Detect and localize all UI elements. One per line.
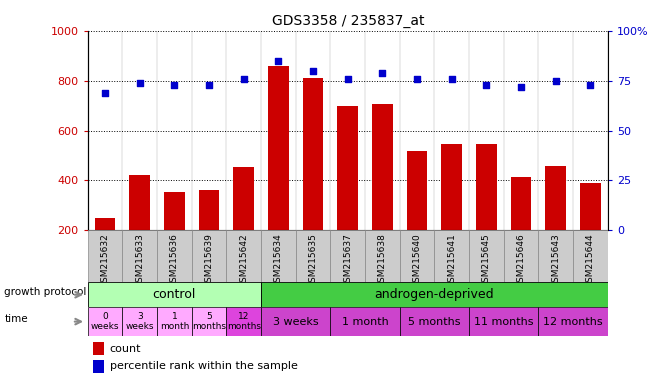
Text: time: time (5, 314, 28, 324)
Bar (434, 230, 469, 282)
Point (412, 76, 423, 82)
Bar (296, 230, 330, 282)
Bar (337, 106, 358, 280)
Text: 12
months: 12 months (227, 312, 261, 331)
Bar (545, 166, 566, 280)
Point (343, 76, 353, 82)
Point (204, 81, 214, 88)
Bar (330, 307, 400, 336)
Bar (538, 307, 608, 336)
Text: growth protocol: growth protocol (5, 287, 86, 297)
Text: GSM215640: GSM215640 (413, 233, 422, 288)
Bar (407, 151, 428, 280)
Text: 5
months: 5 months (192, 312, 226, 331)
Bar (122, 307, 157, 336)
Bar (469, 307, 538, 336)
Point (135, 79, 145, 86)
Text: GSM215637: GSM215637 (343, 233, 352, 288)
Text: GSM215645: GSM215645 (482, 233, 491, 288)
Bar (469, 230, 504, 282)
Text: count: count (110, 344, 141, 354)
Bar (580, 183, 601, 280)
Text: 11 months: 11 months (474, 316, 534, 327)
Bar (261, 230, 296, 282)
Bar (93, 359, 105, 372)
Text: 1 month: 1 month (342, 316, 389, 327)
Bar (192, 230, 226, 282)
Bar (303, 78, 324, 280)
Bar (504, 230, 538, 282)
Bar (122, 230, 157, 282)
Point (100, 89, 110, 96)
Point (308, 68, 318, 74)
Text: 12 months: 12 months (543, 316, 603, 327)
Text: GSM215634: GSM215634 (274, 233, 283, 288)
Bar (511, 177, 532, 280)
Bar (400, 230, 434, 282)
Text: GSM215642: GSM215642 (239, 233, 248, 288)
Bar (372, 104, 393, 280)
Bar (330, 230, 365, 282)
Text: GSM215633: GSM215633 (135, 233, 144, 288)
Bar (261, 307, 330, 336)
Bar (157, 230, 192, 282)
Bar (95, 218, 116, 280)
Text: GSM215644: GSM215644 (586, 233, 595, 288)
Bar (573, 230, 608, 282)
Point (447, 76, 457, 82)
Bar (129, 175, 150, 280)
Point (377, 70, 387, 76)
Title: GDS3358 / 235837_at: GDS3358 / 235837_at (272, 14, 424, 28)
Bar (88, 307, 122, 336)
Bar (199, 190, 220, 280)
Text: 1
month: 1 month (160, 312, 189, 331)
Point (481, 81, 491, 88)
Point (516, 84, 526, 90)
Bar (476, 144, 497, 280)
Text: percentile rank within the sample: percentile rank within the sample (110, 361, 298, 371)
Bar (268, 66, 289, 280)
Text: androgen-deprived: androgen-deprived (374, 288, 494, 301)
Bar (93, 342, 105, 356)
Text: GSM215636: GSM215636 (170, 233, 179, 288)
Text: 0
weeks: 0 weeks (91, 312, 120, 331)
Bar (157, 307, 192, 336)
Point (551, 78, 561, 84)
Point (169, 81, 179, 88)
Bar (233, 167, 254, 280)
Text: 3
weeks: 3 weeks (125, 312, 154, 331)
Bar (441, 144, 462, 280)
Text: GSM215641: GSM215641 (447, 233, 456, 288)
Point (585, 81, 595, 88)
Bar (400, 307, 469, 336)
Text: 5 months: 5 months (408, 316, 461, 327)
Text: GSM215638: GSM215638 (378, 233, 387, 288)
Bar (88, 230, 122, 282)
Text: 3 weeks: 3 weeks (273, 316, 318, 327)
Text: GSM215643: GSM215643 (551, 233, 560, 288)
Point (273, 58, 283, 64)
Bar (365, 230, 400, 282)
Text: GSM215632: GSM215632 (101, 233, 110, 288)
Bar (88, 282, 261, 307)
Bar (192, 307, 226, 336)
Bar (226, 307, 261, 336)
Text: GSM215635: GSM215635 (309, 233, 318, 288)
Text: GSM215639: GSM215639 (205, 233, 214, 288)
Bar (164, 192, 185, 280)
Bar (226, 230, 261, 282)
Bar (261, 282, 608, 307)
Bar (538, 230, 573, 282)
Text: control: control (153, 288, 196, 301)
Text: GSM215646: GSM215646 (517, 233, 526, 288)
Point (239, 76, 249, 82)
